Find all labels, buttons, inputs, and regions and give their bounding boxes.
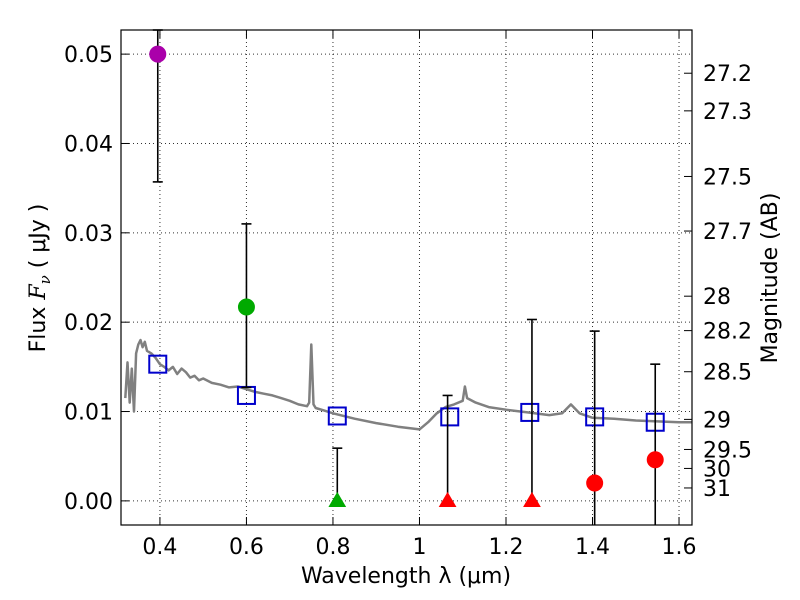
magnitude-tick-label: 27.5 (703, 165, 752, 190)
x-tick-label: 1.2 (488, 535, 523, 560)
y-tick-label: 0.01 (64, 401, 113, 426)
x-tick-label: 1 (412, 535, 426, 560)
y-axis-label-symbol: F (26, 284, 51, 301)
x-tick-label: 0.6 (229, 535, 264, 560)
x-tick-label: 1.4 (575, 535, 610, 560)
model-photometry-square (148, 354, 168, 374)
model-photometry-square (520, 402, 540, 422)
y-axis-label-subscript: ν (36, 275, 54, 284)
x-axis-label: Wavelength λ (μm) (301, 564, 511, 589)
y-axis-label-prefix: Flux (26, 300, 51, 353)
y-tick-label: 0.04 (64, 132, 113, 157)
y-axis-label-right: Magnitude (AB) (758, 193, 783, 364)
magnitude-tick-label: 29.5 (703, 438, 752, 463)
y-tick-label: 0.05 (64, 43, 113, 68)
magnitude-tick-label: 30 (703, 457, 731, 482)
series-layer (124, 29, 692, 525)
sed-model-line (124, 338, 692, 431)
observed-upper-limit-triangle (328, 491, 347, 507)
y-tick-label: 0.03 (64, 222, 113, 247)
observed-point-circle (646, 451, 664, 469)
observed-point-circle (237, 298, 255, 316)
magnitude-tick-label: 28 (703, 285, 731, 310)
magnitude-tick-label: 27.3 (703, 100, 752, 125)
y-axis-label-left: Flux Fν ( μJy ) (26, 204, 54, 353)
y-axis-label-unit: ( μJy ) (26, 204, 51, 276)
y-tick-label: 0.02 (64, 311, 113, 336)
magnitude-tick-label: 28.2 (703, 320, 752, 345)
plot-border (120, 29, 693, 526)
magnitude-tick-label: 28.5 (703, 361, 752, 386)
model-photometry-square (440, 407, 460, 427)
axis-ticks: 0.4 0.6 0.8 1 1.2 1.4 1.6 0.00 0.01 0.02 0.03 0.04 0… (64, 30, 752, 560)
observed-upper-limit-triangle (438, 491, 457, 507)
plot-frame (120, 29, 693, 526)
grid-lines (121, 30, 692, 525)
x-tick-label: 0.4 (142, 535, 177, 560)
magnitude-tick-label: 27.7 (703, 220, 752, 245)
magnitude-tick-label: 27.2 (703, 62, 752, 87)
magnitude-tick-label: 29 (703, 408, 731, 433)
observed-point-circle (586, 474, 604, 492)
magnitude-tick-label: 31 (703, 477, 731, 502)
x-tick-label: 0.8 (315, 535, 350, 560)
x-tick-label: 1.6 (662, 535, 697, 560)
observed-upper-limit-triangle (523, 491, 541, 507)
model-photometry-square (327, 406, 347, 426)
observed-point-circle (149, 45, 167, 63)
y-tick-label: 0.00 (64, 490, 113, 515)
